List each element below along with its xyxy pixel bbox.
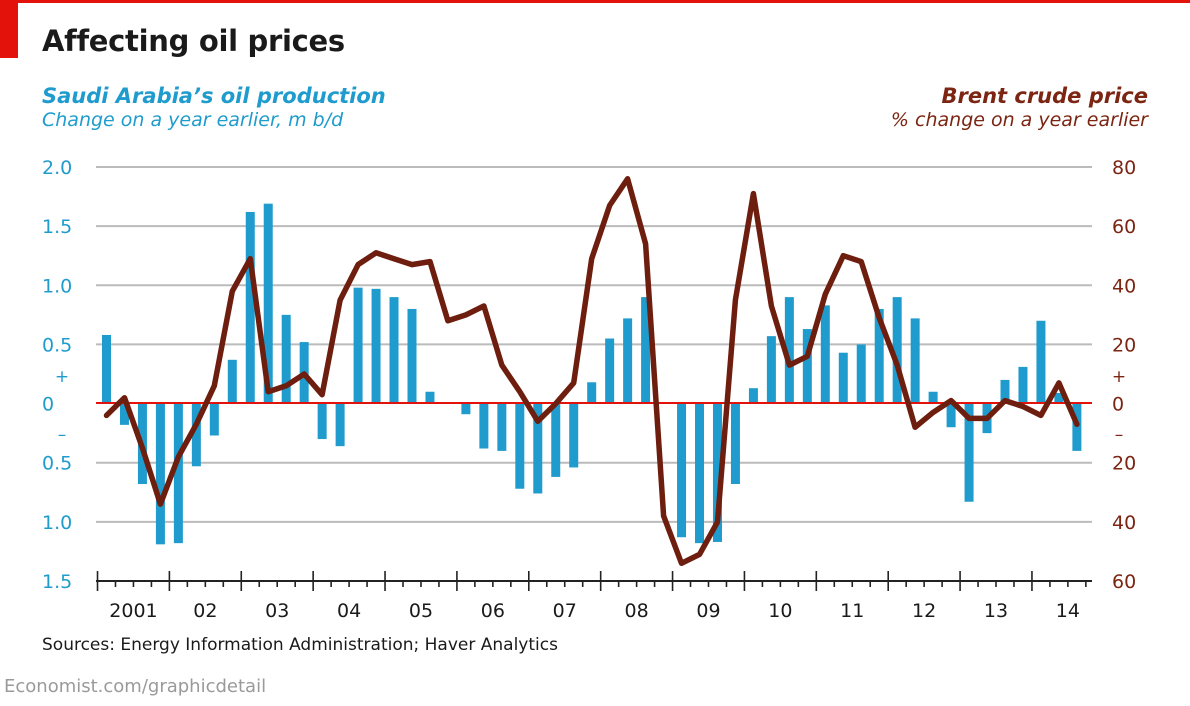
production-bar <box>155 403 165 545</box>
left-plus-sign: + <box>55 367 69 387</box>
production-bar <box>497 403 507 451</box>
production-bar <box>281 314 291 404</box>
production-bar <box>191 403 201 467</box>
right-tick-label: 0 <box>1112 394 1124 416</box>
production-bar <box>1054 392 1064 404</box>
x-tick-label: 06 <box>481 600 505 622</box>
production-bar <box>856 344 866 404</box>
production-bar <box>820 305 830 404</box>
right-tick-label: 60 <box>1112 571 1136 593</box>
production-bar <box>389 297 399 404</box>
source-note: Sources: Energy Information Administrati… <box>42 635 558 655</box>
production-bar <box>551 403 561 477</box>
x-tick-label: 10 <box>768 600 792 622</box>
x-tick-label: 07 <box>553 600 577 622</box>
production-bar <box>102 334 111 404</box>
production-bar <box>209 403 219 436</box>
production-bar <box>838 352 848 404</box>
left-tick-label: 1.0 <box>42 275 72 297</box>
production-bar <box>1072 403 1082 451</box>
production-bar <box>730 403 740 485</box>
production-bar <box>317 403 327 440</box>
production-bar <box>173 403 183 544</box>
right-tick-label: 20 <box>1112 334 1136 356</box>
production-bar <box>928 391 938 404</box>
production-bar <box>677 403 687 538</box>
production-bar <box>964 403 974 502</box>
production-bar <box>227 359 237 404</box>
x-tick-label: 02 <box>193 600 217 622</box>
x-tick-label: 13 <box>984 600 1008 622</box>
production-bar <box>407 308 417 404</box>
production-bar <box>623 318 633 404</box>
production-bar <box>353 287 363 404</box>
production-bar <box>910 318 920 404</box>
brand-tab <box>0 0 18 58</box>
production-bar <box>335 403 345 447</box>
left-tick-label: 1.5 <box>42 216 72 238</box>
production-bar <box>766 336 776 404</box>
production-bar <box>641 297 651 404</box>
production-bar <box>425 391 435 404</box>
right-axis-title: Brent crude price <box>941 84 1148 108</box>
production-bar <box>461 403 471 415</box>
production-bar <box>533 403 543 494</box>
production-bar <box>569 403 579 468</box>
right-tick-label: 60 <box>1112 216 1136 238</box>
right-plus-sign: + <box>1112 367 1126 387</box>
brent-price-line <box>103 176 1080 567</box>
right-minus-sign: – <box>1115 425 1124 445</box>
right-tick-label: 40 <box>1112 512 1136 534</box>
right-tick-label: 20 <box>1112 453 1136 475</box>
left-tick-label: 0.5 <box>42 453 72 475</box>
production-bar <box>263 203 273 404</box>
x-tick-label: 09 <box>696 600 720 622</box>
production-bar <box>1000 379 1010 404</box>
right-tick-label: 80 <box>1112 157 1136 179</box>
x-tick-label: 08 <box>625 600 649 622</box>
production-bar <box>371 288 381 404</box>
production-bar <box>695 403 705 544</box>
production-bar <box>784 297 794 404</box>
production-bar <box>605 338 615 404</box>
x-tick-label: 04 <box>337 600 361 622</box>
right-axis-subtitle: % change on a year earlier <box>890 109 1148 131</box>
top-rule <box>0 0 1190 3</box>
production-bar <box>874 308 884 404</box>
production-bar <box>892 297 902 404</box>
production-bar <box>1018 366 1028 404</box>
production-bar <box>748 388 758 404</box>
left-tick-label: 2.0 <box>42 157 72 179</box>
left-tick-label: 0 <box>42 394 54 416</box>
production-bar <box>1036 320 1046 404</box>
production-bar <box>515 403 525 489</box>
x-tick-label: 11 <box>840 600 864 622</box>
production-bar <box>802 329 812 404</box>
production-bar <box>119 403 129 425</box>
x-tick-label: 03 <box>265 600 289 622</box>
production-bar <box>712 403 722 542</box>
x-tick-label: 12 <box>912 600 936 622</box>
production-bar <box>587 382 597 404</box>
left-axis-subtitle: Change on a year earlier, m b/d <box>42 109 344 131</box>
left-minus-sign: – <box>58 425 67 445</box>
production-bar <box>946 403 956 428</box>
production-bar <box>245 211 255 404</box>
right-tick-label: 40 <box>1112 275 1136 297</box>
left-tick-label: 1.5 <box>42 571 72 593</box>
left-axis-title: Saudi Arabia’s oil production <box>42 84 386 108</box>
x-tick-label: 2001 <box>109 600 157 622</box>
left-tick-label: 0.5 <box>42 334 72 356</box>
left-tick-label: 1.0 <box>42 512 72 534</box>
x-tick-label: 14 <box>1056 600 1080 622</box>
x-tick-label: 05 <box>409 600 433 622</box>
production-bar <box>479 403 489 449</box>
credit-line: Economist.com/graphicdetail <box>4 676 267 697</box>
chart-title: Affecting oil prices <box>42 24 345 58</box>
